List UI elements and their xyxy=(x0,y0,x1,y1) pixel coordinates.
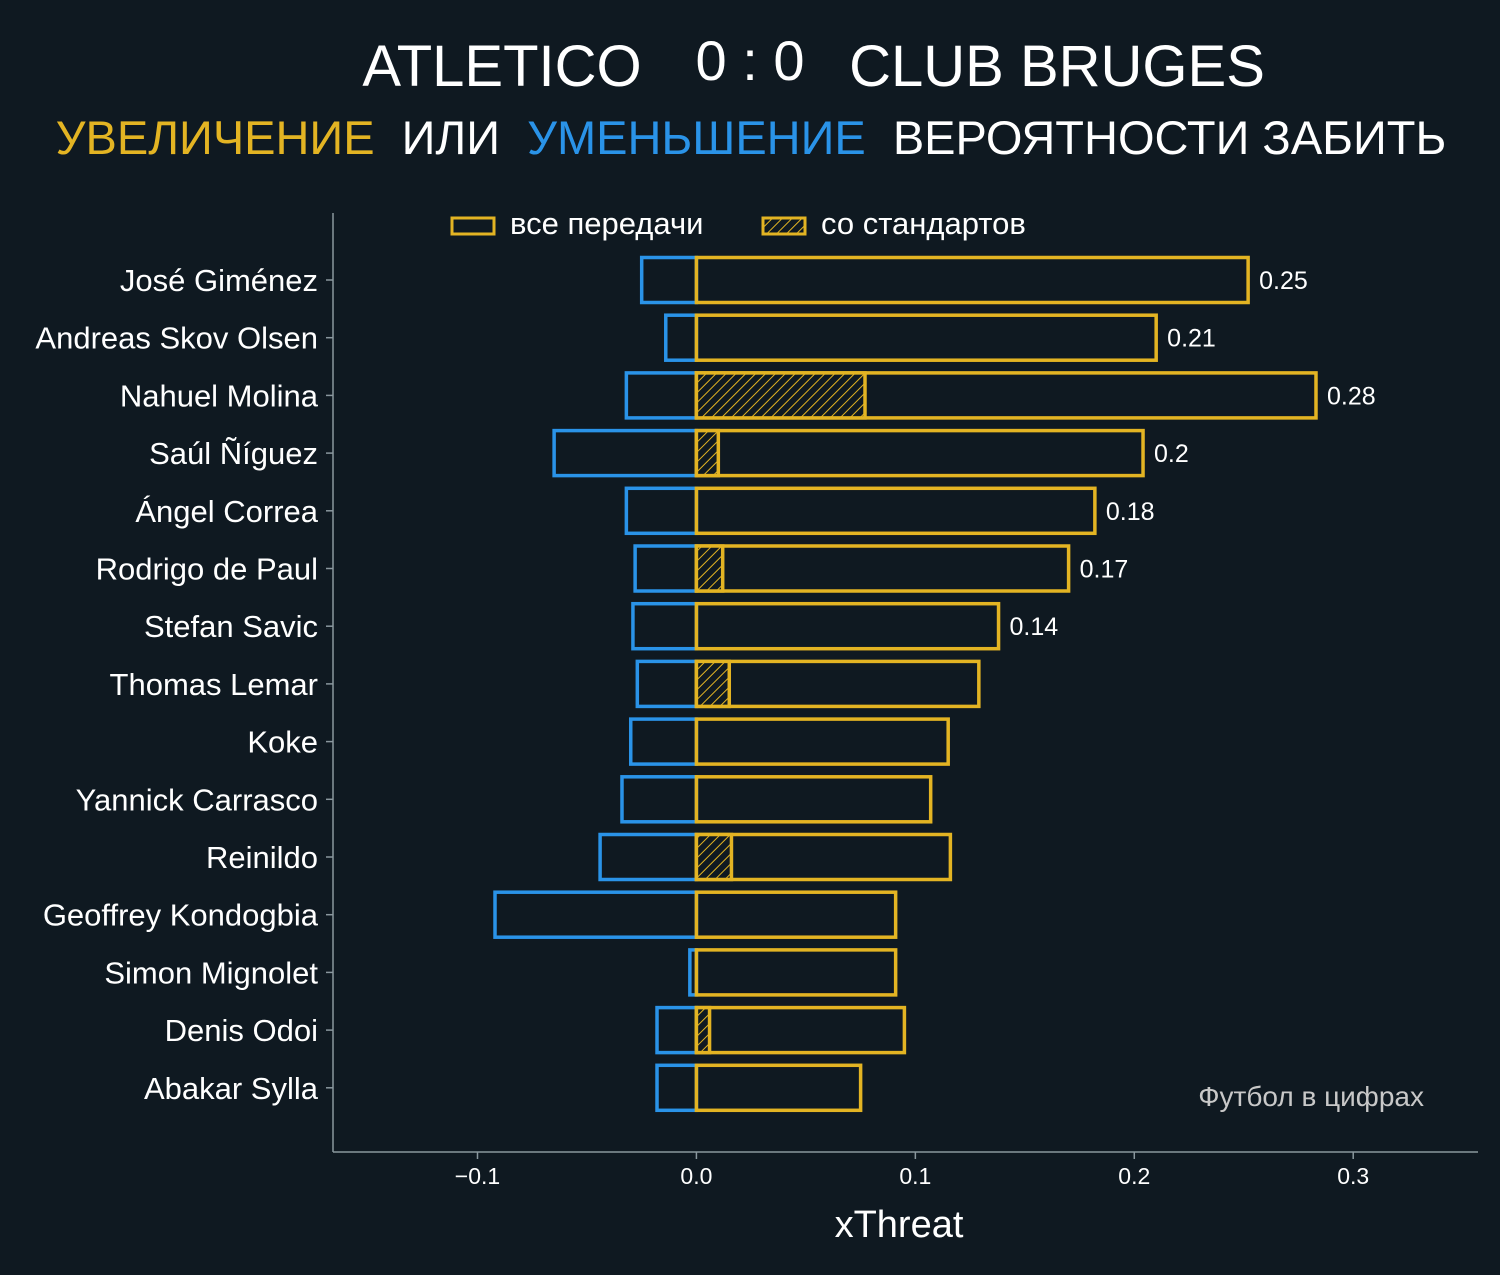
legend-swatch-set-pieces xyxy=(761,216,807,236)
bar-negative xyxy=(624,371,699,420)
x-tick-label: −0.1 xyxy=(455,1163,500,1189)
y-tick-label: Thomas Lemar xyxy=(110,667,318,702)
chart-title-score: 0 : 0 xyxy=(696,29,805,92)
bar-positive-all xyxy=(694,890,898,939)
bar-negative xyxy=(620,775,699,824)
bar-positive-all xyxy=(694,1005,907,1055)
bar-positive-all xyxy=(694,717,950,766)
bar-negative xyxy=(633,544,699,593)
x-ticks: −0.1 0.0 0.1 0.2 0.3 xyxy=(455,1152,1369,1189)
y-tick-label: Abakar Sylla xyxy=(144,1071,319,1106)
bar-positive-all xyxy=(694,255,1250,305)
bar-value-label: 0.17 xyxy=(1080,556,1129,584)
bar-negative xyxy=(655,1005,699,1055)
x-tick-label: 0.1 xyxy=(899,1163,931,1189)
y-tick-label: Denis Odoi xyxy=(165,1013,318,1048)
bar-negative xyxy=(552,428,699,478)
bar-value-label: 0.18 xyxy=(1106,498,1155,526)
bar-negative xyxy=(631,601,699,651)
x-tick-label: 0.3 xyxy=(1337,1163,1369,1189)
x-tick-label: 0.0 xyxy=(680,1163,712,1189)
subtitle-or: ИЛИ xyxy=(402,111,500,164)
bar-positive-all xyxy=(694,601,1001,651)
bar-value-label: 0.2 xyxy=(1154,440,1189,468)
bar-negative xyxy=(598,832,699,882)
bar-positive-set-pieces xyxy=(694,371,867,420)
bar-negative xyxy=(624,486,699,536)
x-tick-label: 0.2 xyxy=(1118,1163,1150,1189)
bar-value-label: 0.21 xyxy=(1167,325,1216,353)
legend-swatch-all-passes xyxy=(450,216,496,236)
bar-value-label: 0.14 xyxy=(1010,613,1059,641)
y-tick-label: Andreas Skov Olsen xyxy=(35,321,318,356)
chart-title-home-team: ATLETICO xyxy=(362,34,641,99)
bar-negative xyxy=(635,659,699,709)
bar-negative xyxy=(655,1063,699,1113)
bar-positive-all xyxy=(694,313,1158,362)
y-ticks: José Giménez Andreas Skov Olsen Nahuel Mol… xyxy=(35,263,333,1106)
bar-positive-all xyxy=(694,948,898,997)
subtitle-rest: ВЕРОЯТНОСТИ ЗАБИТЬ xyxy=(893,111,1447,164)
bar-negative xyxy=(493,890,699,939)
y-tick-label: Nahuel Molina xyxy=(120,378,319,413)
bar-positive-all xyxy=(694,428,1145,478)
bar-positive-set-pieces xyxy=(694,544,725,593)
y-tick-label: Reinildo xyxy=(206,840,318,875)
bar-positive-all xyxy=(694,544,1071,593)
bar-positive-all xyxy=(694,832,953,882)
bar-value-label: 0.25 xyxy=(1259,267,1308,295)
bar-positive-all xyxy=(694,486,1097,536)
bar-negative xyxy=(628,717,699,766)
y-tick-label: Saúl Ñíguez xyxy=(149,436,318,471)
y-tick-label: Stefan Savic xyxy=(144,609,318,644)
subtitle-increase: УВЕЛИЧЕНИЕ xyxy=(56,111,375,164)
bar-positive-set-pieces xyxy=(694,1005,712,1055)
bar-positive-set-pieces xyxy=(694,832,734,882)
y-tick-label: Koke xyxy=(247,725,318,760)
bar-value-label: 0.28 xyxy=(1327,382,1376,410)
y-tick-label: Geoffrey Kondogbia xyxy=(43,898,319,933)
bar-positive-all xyxy=(694,1063,863,1113)
y-tick-label: Rodrigo de Paul xyxy=(96,552,318,587)
bar-negative xyxy=(639,255,699,305)
legend: все передачи со стандартов xyxy=(450,206,1026,241)
bar-positive-set-pieces xyxy=(694,428,721,478)
y-tick-label: Ángel Correa xyxy=(135,494,318,529)
bar-positive-all xyxy=(694,775,933,824)
bar-negative xyxy=(664,313,699,362)
legend-label-set-pieces: со стандартов xyxy=(821,206,1026,241)
bars: 0.25 0.21 0.28 0.2 0.18 0.17 0.14 xyxy=(493,255,1376,1113)
x-axis-label: xThreat xyxy=(835,1204,964,1246)
chart-title-away-team: CLUB BRUGES xyxy=(849,34,1265,99)
bar-positive-set-pieces xyxy=(694,659,732,709)
y-tick-label: Yannick Carrasco xyxy=(76,782,318,817)
y-tick-label: Simon Mignolet xyxy=(104,955,318,990)
subtitle-decrease: УМЕНЬШЕНИЕ xyxy=(527,111,866,164)
bar-positive-all xyxy=(694,659,981,709)
legend-label-all-passes: все передачи xyxy=(510,206,703,241)
y-tick-label: José Giménez xyxy=(120,263,318,298)
chart-subtitle: УВЕЛИЧЕНИЕ ИЛИ УМЕНЬШЕНИЕ ВЕРОЯТНОСТИ ЗА… xyxy=(56,111,1447,164)
watermark: Футбол в цифрах xyxy=(1198,1081,1424,1112)
